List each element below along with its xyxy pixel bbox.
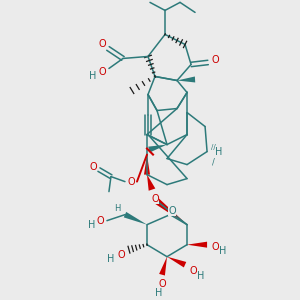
Polygon shape <box>187 242 207 248</box>
Text: O: O <box>168 206 176 216</box>
Text: H: H <box>88 220 96 230</box>
Text: O: O <box>127 177 135 187</box>
Text: H: H <box>114 204 120 213</box>
Polygon shape <box>147 175 155 191</box>
Text: H: H <box>219 246 227 256</box>
Text: H: H <box>89 71 97 82</box>
Text: H: H <box>155 288 163 298</box>
Polygon shape <box>124 212 147 225</box>
Text: O: O <box>117 250 125 260</box>
Text: H: H <box>215 147 223 157</box>
Text: H: H <box>197 271 205 281</box>
Text: O: O <box>189 266 197 276</box>
Polygon shape <box>153 197 187 225</box>
Text: O: O <box>151 194 159 204</box>
Text: O: O <box>211 242 219 252</box>
Text: //: // <box>211 144 215 150</box>
Text: /: / <box>212 157 214 166</box>
Polygon shape <box>177 76 195 82</box>
Text: O: O <box>98 39 106 50</box>
Text: O: O <box>89 162 97 172</box>
Text: O: O <box>158 279 166 289</box>
Polygon shape <box>144 154 150 175</box>
Text: H: H <box>107 254 115 264</box>
Text: O: O <box>98 68 106 77</box>
Text: O: O <box>211 56 219 65</box>
Polygon shape <box>167 257 186 267</box>
Polygon shape <box>148 145 167 152</box>
Text: O: O <box>96 216 104 226</box>
Polygon shape <box>159 257 167 275</box>
